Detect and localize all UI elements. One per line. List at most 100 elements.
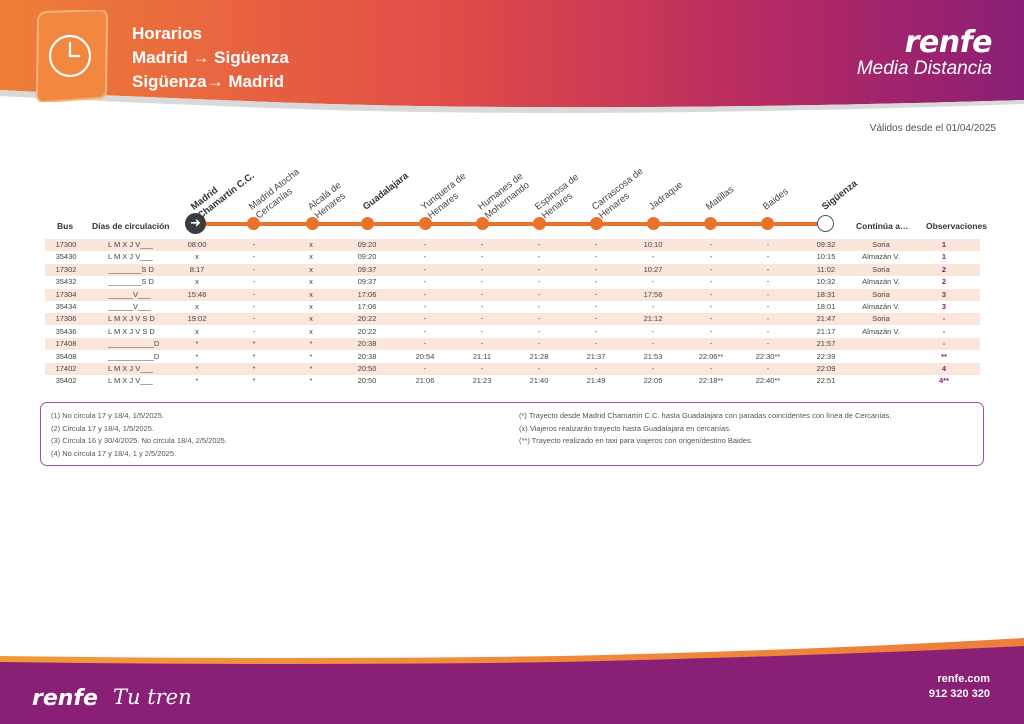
time-cell: -: [423, 339, 427, 349]
stop-label: Baides: [761, 186, 791, 213]
time-cell: x: [309, 314, 313, 324]
time-cell: -: [651, 339, 655, 349]
table-row: 35402 L M X J V___ * * * 20:50 21:06 21:23 21:40…: [45, 375, 980, 387]
time-cell: -: [594, 277, 598, 287]
time-cell: -: [537, 277, 541, 287]
bus-number: 17300: [55, 240, 77, 249]
continua-cell: Soria: [872, 314, 890, 324]
time-cell: -: [709, 289, 713, 299]
time-cell: -: [423, 277, 427, 287]
time-cell: -: [766, 339, 770, 349]
time-cell: 21:53: [643, 351, 663, 361]
stop-dot: [589, 217, 603, 230]
header-background: [0, 0, 1024, 113]
days-cell: ___________D: [108, 351, 160, 361]
time-cell: -: [766, 252, 770, 262]
time-cell: *: [252, 351, 256, 361]
time-cell: *: [195, 351, 199, 361]
stop-dot: [360, 217, 374, 230]
time-cell: x: [195, 252, 199, 262]
stop-label: Madrid Atocha Cercanías: [247, 166, 302, 222]
bus-number: 35434: [55, 302, 77, 311]
time-cell: 22:39: [816, 351, 836, 361]
time-cell: -: [423, 326, 427, 336]
stop-dot: [418, 217, 432, 230]
time-cell: -: [709, 314, 713, 324]
time-cell: x: [195, 326, 199, 336]
time-cell: 10:32: [816, 277, 836, 287]
time-cell: -: [480, 264, 484, 274]
obs-cell: 2: [941, 264, 947, 274]
table-row: 35436 L M X J V S D x - x 20:22 - - - - - - - 21:17 Al…: [45, 326, 980, 338]
bus-number: 17302: [55, 264, 77, 274]
time-cell: x: [309, 326, 313, 336]
time-cell: -: [423, 264, 427, 274]
time-cell: -: [594, 240, 598, 249]
time-cell: 17:56: [643, 289, 663, 299]
time-cell: 15:46: [187, 289, 207, 299]
table-row: 35408 ___________D * * * 20:38 20:54 21:11 21:28…: [45, 351, 980, 363]
footer-phone[interactable]: 912 320 320: [928, 688, 990, 700]
stop-label: Espinosa de Henares: [533, 171, 581, 222]
time-cell: -: [423, 302, 427, 311]
time-cell: -: [594, 264, 598, 274]
footer-renfe-logo: renfe: [32, 686, 98, 711]
brand-subtitle: Media Distancia: [856, 58, 992, 79]
time-cell: x: [309, 264, 313, 274]
time-cell: *: [252, 376, 256, 386]
obs-cell: -: [942, 326, 946, 336]
time-cell: 21:37: [586, 351, 606, 361]
continua-cell: Soria: [872, 264, 890, 274]
table-row: 35430 L M X J V___ x - x 09:20 - - - - - - - 10:15 Alm…: [45, 251, 980, 263]
time-cell: 22:30**: [755, 351, 781, 361]
time-cell: -: [766, 240, 770, 249]
bus-number: 17402: [55, 364, 77, 373]
time-cell: -: [537, 240, 541, 249]
time-cell: x: [195, 302, 199, 311]
time-cell: -: [252, 264, 256, 274]
time-cell: x: [309, 252, 313, 262]
time-cell: -: [651, 302, 655, 311]
time-cell: -: [651, 326, 655, 336]
time-cell: -: [766, 264, 770, 274]
time-cell: x: [309, 289, 313, 299]
time-cell: 21:28: [529, 351, 549, 361]
time-cell: 20:38: [357, 351, 377, 361]
route-outbound: Madrid → Sigüenza: [132, 48, 289, 67]
time-cell: -: [766, 314, 770, 324]
col-header-days: Días de circulación: [92, 221, 170, 231]
time-cell: 08:00: [187, 240, 207, 249]
time-cell: 09:37: [357, 264, 377, 274]
days-cell: L M X J V___: [108, 376, 153, 386]
time-cell: x: [309, 302, 313, 311]
obs-cell: 3: [941, 289, 947, 299]
footer-slogan: Tu tren: [113, 685, 192, 709]
stop-dot: [305, 217, 319, 230]
stop-dot: [532, 217, 546, 230]
time-cell: 20:22: [357, 314, 377, 324]
time-cell: -: [480, 240, 484, 249]
clock-icon: [35, 8, 109, 104]
footer-website[interactable]: renfe.com: [937, 673, 990, 685]
obs-cell: -: [942, 314, 946, 324]
stop-label: Jadraque: [647, 179, 685, 213]
time-cell: -: [709, 302, 713, 311]
time-cell: -: [594, 326, 598, 336]
time-cell: -: [252, 289, 256, 299]
continua-cell: Almazán V.: [862, 326, 900, 336]
time-cell: 21:40: [529, 376, 549, 386]
bus-number: 17306: [55, 314, 77, 324]
time-cell: 22:51: [816, 376, 836, 386]
stop-label: Sigüenza: [820, 178, 860, 213]
stop-label: Guadalajara: [361, 170, 411, 213]
col-header-observaciones: Observaciones: [926, 221, 987, 231]
obs-cell: 4**: [938, 376, 950, 386]
obs-cell: **: [941, 351, 947, 361]
time-cell: -: [594, 339, 598, 349]
time-cell: 22:18**: [698, 376, 724, 386]
time-cell: 21:49: [586, 376, 606, 386]
stop-label: Yunquera de Henares: [419, 170, 469, 222]
time-cell: -: [537, 264, 541, 274]
time-cell: -: [537, 302, 541, 311]
stop-label: Alcalá de Henares: [306, 179, 348, 222]
